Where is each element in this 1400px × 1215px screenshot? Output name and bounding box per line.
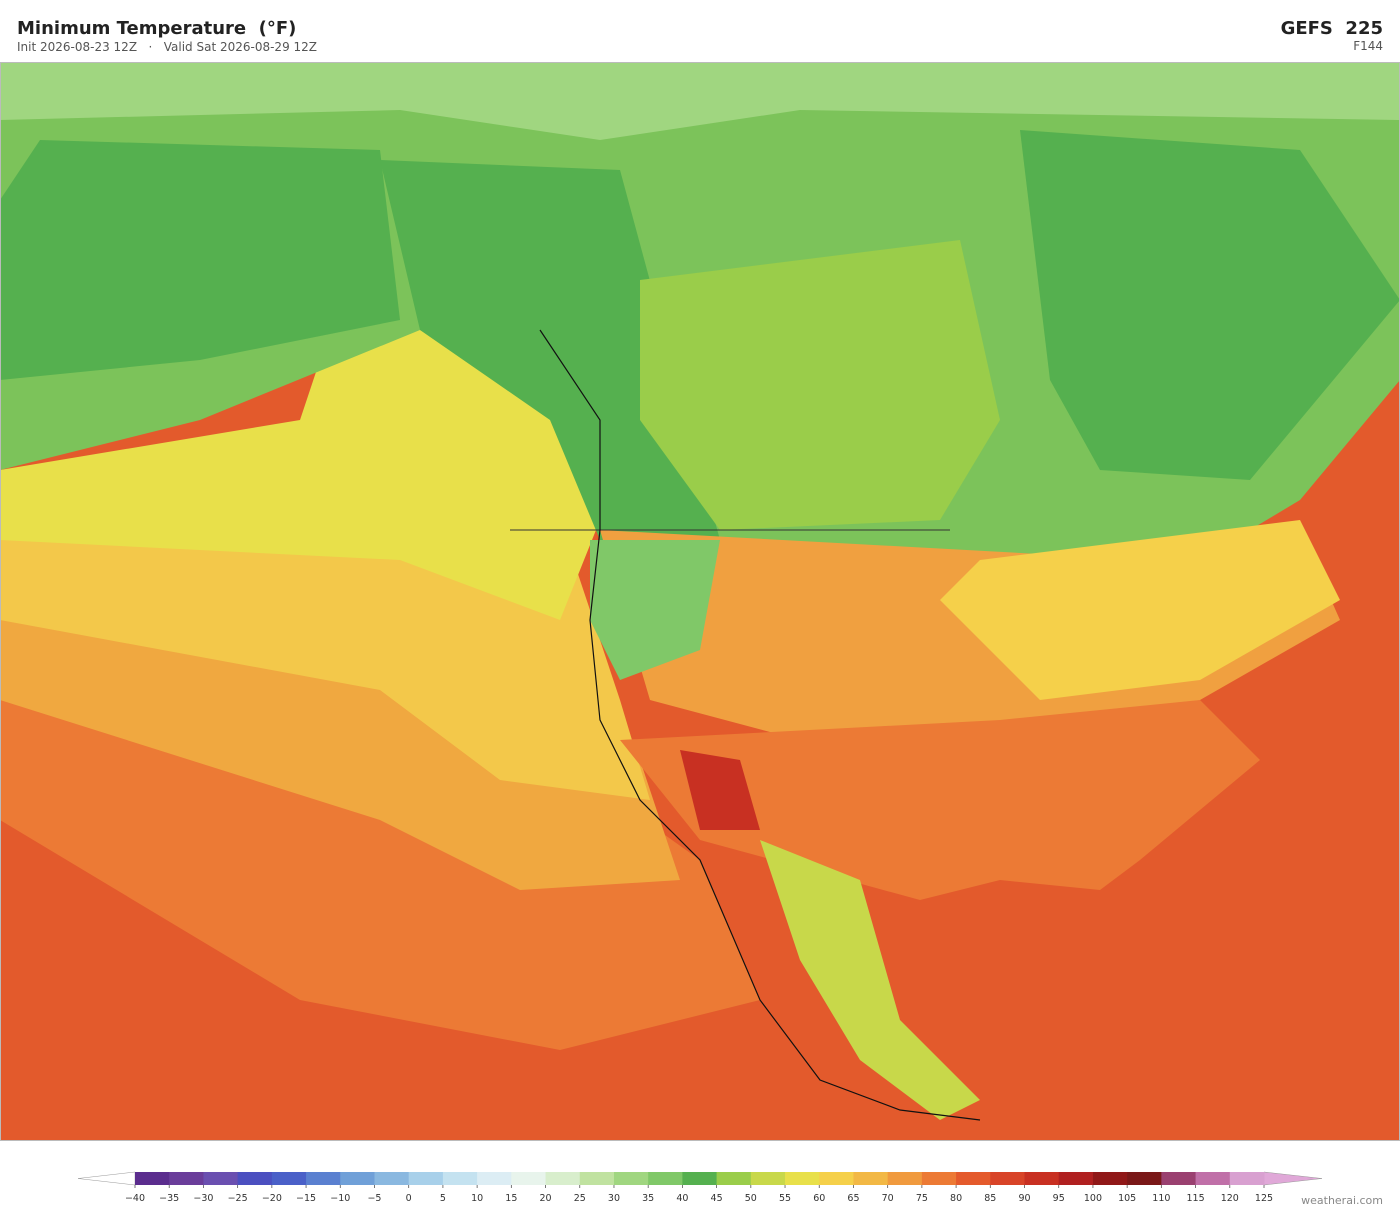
color-swatch (1127, 1172, 1162, 1185)
color-swatch (887, 1172, 923, 1185)
tick-label: 60 (813, 1193, 825, 1204)
tick-label: 65 (847, 1193, 859, 1204)
color-swatch (785, 1172, 820, 1185)
tick-label: −40 (125, 1193, 145, 1204)
color-swatch (545, 1172, 581, 1185)
tick-label: −30 (193, 1193, 213, 1204)
region (760, 840, 980, 1120)
subtitle: Init 2026-08-23 12Z · Valid Sat 2026-08-… (17, 40, 317, 54)
color-swatch (990, 1172, 1026, 1185)
tick-label: 30 (608, 1193, 620, 1204)
title: Minimum Temperature (°F) (17, 18, 296, 39)
color-swatch (203, 1172, 239, 1185)
tick-label: 120 (1221, 1193, 1239, 1204)
color-swatch (408, 1172, 444, 1185)
color-swatch (1092, 1172, 1128, 1185)
color-swatch (579, 1172, 615, 1185)
tick-label: 85 (984, 1193, 996, 1204)
color-swatch (648, 1172, 683, 1185)
tick-label: 50 (745, 1193, 757, 1204)
color-swatch (1058, 1172, 1094, 1185)
tick-label: 25 (574, 1193, 586, 1204)
tick-label: 95 (1053, 1193, 1065, 1204)
coastline (539, 329, 981, 1121)
tick-label: 0 (406, 1193, 412, 1204)
color-swatch (819, 1172, 854, 1185)
region (380, 160, 720, 540)
region (0, 62, 1400, 140)
tick-label: 35 (642, 1193, 654, 1204)
region (0, 140, 400, 380)
tick-label: 125 (1255, 1193, 1273, 1204)
region (940, 520, 1340, 700)
tick-label: 5 (440, 1193, 446, 1204)
tick-label: 55 (779, 1193, 791, 1204)
color-swatch (135, 1172, 170, 1185)
region (640, 240, 1000, 530)
tick-label: −5 (367, 1193, 381, 1204)
color-swatch (442, 1172, 478, 1185)
watermark: weatherai.com (1301, 1194, 1383, 1207)
color-swatch (477, 1172, 512, 1185)
tick-label: −10 (330, 1193, 350, 1204)
color-swatch (374, 1172, 410, 1185)
region (0, 320, 600, 620)
map (0, 62, 1400, 1141)
model: GEFS 225 (1281, 18, 1383, 39)
tick-label: −15 (296, 1193, 316, 1204)
region (1020, 130, 1400, 480)
color-swatch (613, 1172, 649, 1185)
region (590, 540, 720, 680)
color-swatch (921, 1172, 957, 1185)
colorbar: −40 −35 −30 −25 −20 −15 −10 −5 0 5 10 15 20 25 30 35 40 4… (77, 1171, 1323, 1204)
tick-label: 10 (471, 1193, 483, 1204)
tick-label: 105 (1118, 1193, 1136, 1204)
color-swatch (956, 1172, 991, 1185)
color-swatch (853, 1172, 889, 1185)
color-swatch (511, 1172, 547, 1185)
color-swatch (1024, 1172, 1060, 1185)
tick-label: −20 (262, 1193, 282, 1204)
tick-label: 115 (1187, 1193, 1205, 1204)
tick-label: 100 (1084, 1193, 1102, 1204)
tick-label: 40 (676, 1193, 688, 1204)
tick-label: 70 (882, 1193, 894, 1204)
color-swatch (237, 1172, 273, 1185)
tick-label: 90 (1018, 1193, 1030, 1204)
color-swatch (1195, 1172, 1231, 1185)
color-swatch (340, 1172, 375, 1185)
color-swatch (306, 1172, 341, 1185)
forecast-hour: F144 (1353, 39, 1383, 53)
tick-label: 75 (916, 1193, 928, 1204)
color-swatch (1161, 1172, 1197, 1185)
color-swatch (1229, 1172, 1265, 1185)
tick-label: 80 (950, 1193, 962, 1204)
tick-label: 110 (1152, 1193, 1170, 1204)
color-swatch (682, 1172, 718, 1185)
color-swatch (271, 1172, 307, 1185)
tick-label: 45 (711, 1193, 723, 1204)
color-swatch (750, 1172, 786, 1185)
color-swatch (169, 1172, 204, 1185)
tick-label: 15 (505, 1193, 517, 1204)
region (680, 750, 760, 830)
tick-label: −25 (228, 1193, 248, 1204)
color-swatch (716, 1172, 752, 1185)
tick-label: 20 (539, 1193, 551, 1204)
tick-label: −35 (159, 1193, 179, 1204)
